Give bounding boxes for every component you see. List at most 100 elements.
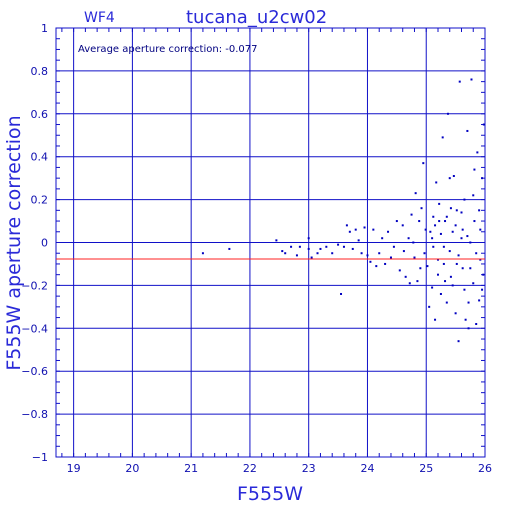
data-point <box>401 224 404 227</box>
data-point <box>442 245 445 248</box>
data-point <box>451 230 454 233</box>
data-point <box>473 168 476 171</box>
data-point <box>448 250 451 253</box>
x-tick-label: 24 <box>360 462 374 475</box>
data-point <box>445 301 448 304</box>
data-point <box>275 239 278 242</box>
data-point <box>395 220 398 223</box>
data-point <box>446 112 449 115</box>
data-point <box>460 211 463 214</box>
data-point <box>439 232 442 235</box>
data-point <box>408 282 411 285</box>
data-point <box>424 228 427 231</box>
data-point <box>455 209 458 212</box>
data-point <box>470 78 473 81</box>
data-point <box>316 252 319 255</box>
data-point <box>434 318 437 321</box>
data-point <box>479 258 482 261</box>
data-point <box>478 209 481 212</box>
data-point <box>438 220 441 223</box>
data-point <box>410 213 413 216</box>
data-point <box>420 207 423 210</box>
chip-label: WF4 <box>84 10 115 26</box>
data-point <box>451 284 454 287</box>
data-point <box>463 288 466 291</box>
data-point <box>449 275 452 278</box>
y-axis-label: F555W aperture correction <box>3 115 25 370</box>
y-tick-label: 0.4 <box>31 151 49 164</box>
data-point <box>469 241 472 244</box>
data-point <box>337 243 340 246</box>
data-point <box>481 177 484 180</box>
data-point <box>363 226 366 229</box>
y-tick-label: 0.2 <box>31 194 49 207</box>
data-point <box>461 228 464 231</box>
data-point <box>384 262 387 265</box>
x-tick-label: 26 <box>478 462 492 475</box>
data-point <box>472 194 475 197</box>
data-point <box>378 252 381 255</box>
y-tick-label: −0.8 <box>21 408 48 421</box>
data-point <box>452 175 455 178</box>
data-point <box>416 280 419 283</box>
data-point <box>351 247 354 250</box>
data-point <box>431 286 434 289</box>
data-point <box>457 254 460 257</box>
data-point <box>444 220 447 223</box>
data-point <box>412 241 415 244</box>
data-point <box>441 136 444 139</box>
data-point <box>389 256 392 259</box>
data-point <box>438 202 441 205</box>
x-axis-label: F555W <box>237 483 303 505</box>
data-point <box>460 237 463 240</box>
data-point <box>375 265 378 268</box>
data-point <box>432 215 435 218</box>
data-point <box>413 256 416 259</box>
data-point <box>407 237 410 240</box>
data-point <box>387 230 390 233</box>
y-tick-label: −0.2 <box>21 279 48 292</box>
y-tick-label: −1 <box>32 451 48 464</box>
data-point <box>454 312 457 315</box>
data-point <box>458 80 461 83</box>
data-point <box>419 267 422 270</box>
data-point <box>340 292 343 295</box>
y-tick-label: 0 <box>41 237 48 250</box>
data-point <box>404 275 407 278</box>
data-point <box>463 198 466 201</box>
data-point <box>310 256 313 259</box>
data-point <box>414 192 417 195</box>
data-point <box>228 247 231 250</box>
data-points <box>201 78 485 343</box>
data-point <box>444 280 447 283</box>
data-point <box>467 301 470 304</box>
data-point <box>290 245 293 248</box>
data-point <box>331 252 334 255</box>
data-point <box>475 323 478 326</box>
data-point <box>473 220 476 223</box>
data-point <box>482 123 485 126</box>
data-point <box>476 151 479 154</box>
data-point <box>201 252 204 255</box>
data-point <box>457 340 460 343</box>
data-point <box>434 224 437 227</box>
data-point <box>281 250 284 253</box>
data-point <box>475 252 478 255</box>
data-point <box>298 245 301 248</box>
data-point <box>418 220 421 223</box>
data-point <box>467 327 470 330</box>
data-point <box>479 228 482 231</box>
data-point <box>466 235 469 238</box>
data-point <box>369 260 372 263</box>
y-tick-label: 0.8 <box>31 65 49 78</box>
data-point <box>455 262 458 265</box>
data-point <box>436 258 439 261</box>
data-point <box>436 273 439 276</box>
y-tick-label: −0.4 <box>21 322 48 335</box>
data-point <box>445 215 448 218</box>
average-correction-annotation: Average aperture correction: -0.077 <box>78 44 258 55</box>
data-point <box>432 245 435 248</box>
data-point <box>472 282 475 285</box>
data-point <box>426 265 429 268</box>
